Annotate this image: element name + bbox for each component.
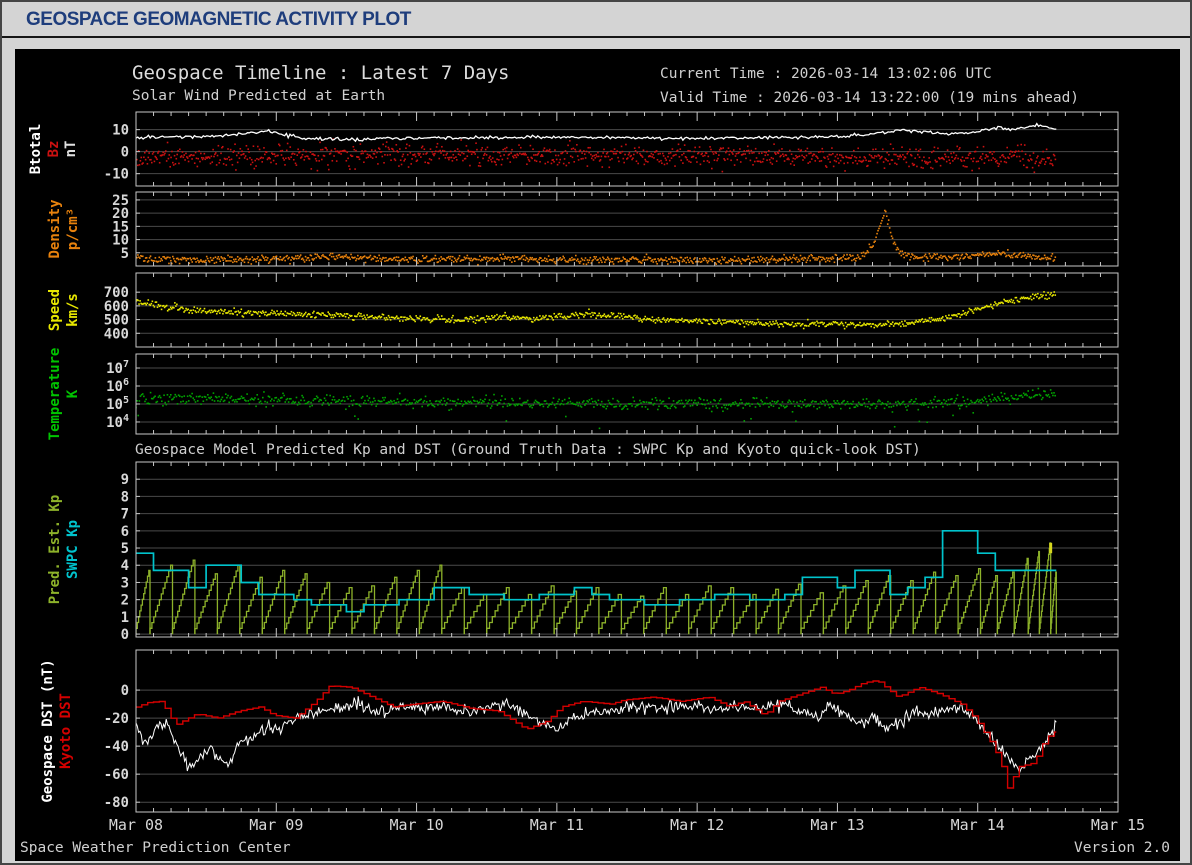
x-tick-label: Mar 09	[249, 816, 303, 834]
y-tick-label: 4	[121, 558, 129, 574]
y-tick-label: 7	[121, 507, 129, 523]
main-title: Geospace Timeline : Latest 7 Days	[132, 62, 510, 84]
header-bar: GEOSPACE GEOMAGNETIC ACTIVITY PLOT	[2, 2, 1190, 38]
y-tick-label: 0	[121, 145, 129, 161]
y-tick-label: 20	[112, 206, 129, 222]
y-tick-label: 106	[106, 377, 129, 395]
x-tick-label: Mar 15	[1091, 816, 1145, 834]
panel-dst: 0 -20 -40 -60 -80 Geospace DST (nT) Kyoto DST	[40, 649, 1119, 813]
y-tick-label: 400	[104, 326, 129, 342]
series-swpc-kp	[136, 529, 1057, 613]
panel-frame	[135, 461, 1119, 638]
x-tick-label: Mar 13	[810, 816, 864, 834]
axis-label-btotal: Btotal	[28, 124, 44, 175]
series-geospace-dst	[136, 696, 1057, 775]
y-tick-label: 2	[121, 593, 129, 609]
axis-label-p-cm: p/cm³	[65, 208, 81, 250]
section-title-kp-dst: Geospace Model Predicted Kp and DST (Gro…	[135, 442, 921, 458]
y-tick-label: 500	[104, 313, 129, 329]
y-tick-label: 5	[121, 246, 129, 262]
series-density	[136, 209, 1057, 266]
series-temperature	[136, 387, 1056, 430]
y-tick-label: 9	[121, 472, 129, 488]
y-tick-label: 107	[106, 359, 129, 377]
subtitle-solar-wind: Solar Wind Predicted at Earth	[132, 88, 386, 104]
y-tick-label: 600	[104, 299, 129, 315]
y-tick-label: 0	[121, 627, 129, 643]
y-tick-label: 25	[112, 193, 129, 209]
y-tick-label: 105	[106, 395, 129, 413]
axis-label-speed: Speed	[47, 289, 63, 331]
axis-label-k: K	[65, 389, 81, 398]
y-tick-label: -40	[104, 739, 129, 755]
y-tick-label: -80	[104, 795, 129, 811]
axis-label-nt: nT	[63, 141, 79, 158]
y-tick-label: -20	[104, 711, 129, 727]
y-tick-label: 3	[121, 575, 129, 591]
series-kyoto-dst	[136, 680, 1057, 789]
y-tick-label: 6	[121, 524, 129, 540]
axis-label-km-s: km/s	[65, 293, 81, 327]
axis-label-temperature: Temperature	[47, 348, 63, 441]
axis-label-density: Density	[47, 199, 63, 259]
x-tick-label: Mar 10	[389, 816, 443, 834]
current-time: Current Time : 2026-03-14 13:02:06 UTC	[660, 66, 992, 82]
panel-frame	[135, 111, 1119, 187]
y-tick-label: 15	[112, 219, 129, 235]
y-tick-label: 10	[112, 123, 129, 139]
valid-time: Valid Time : 2026-03-14 13:22:00 (19 min…	[660, 90, 1080, 106]
series-pred-est-kp	[136, 542, 1057, 635]
axis-label-kyoto-dst: Kyoto DST	[58, 693, 74, 769]
axis-label-bz: Bz	[46, 141, 62, 158]
series-bz	[136, 138, 1057, 174]
page-title: GEOSPACE GEOMAGNETIC ACTIVITY PLOT	[26, 9, 411, 30]
x-tick-label: Mar 12	[670, 816, 724, 834]
y-tick-label: 5	[121, 541, 129, 557]
x-tick-label: Mar 11	[530, 816, 584, 834]
series-btotal	[136, 122, 1057, 143]
footer-version: Version 2.0	[1073, 840, 1170, 856]
footer-credit: Space Weather Prediction Center	[20, 840, 291, 856]
y-tick-label: -10	[104, 167, 129, 183]
y-tick-label: 8	[121, 489, 129, 505]
plot-panel: 10 0 -10 Btotal Bz nT 25 20 15 10 5 Density p/cm³ 700…	[15, 49, 1180, 861]
y-tick-label: -60	[104, 767, 129, 783]
panel-bfield: 10 0 -10 Btotal Bz nT	[28, 111, 1119, 187]
y-tick-label: 0	[121, 683, 129, 699]
panel-frame	[135, 191, 1119, 267]
x-tick-label: Mar 14	[951, 816, 1005, 834]
axis-label-geospace-dst-nt: Geospace DST (nT)	[40, 659, 56, 802]
axis-label-pred-est-kp: Pred. Est. Kp	[47, 495, 63, 605]
y-tick-label: 700	[104, 285, 129, 301]
y-tick-label: 104	[106, 413, 129, 431]
panel-frame	[135, 649, 1119, 813]
series-speed	[136, 291, 1057, 330]
x-tick-label: Mar 08	[109, 816, 163, 834]
axis-label-swpc-kp: SWPC Kp	[65, 520, 81, 579]
y-tick-label: 1	[121, 610, 129, 626]
y-tick-label: 10	[112, 233, 129, 249]
